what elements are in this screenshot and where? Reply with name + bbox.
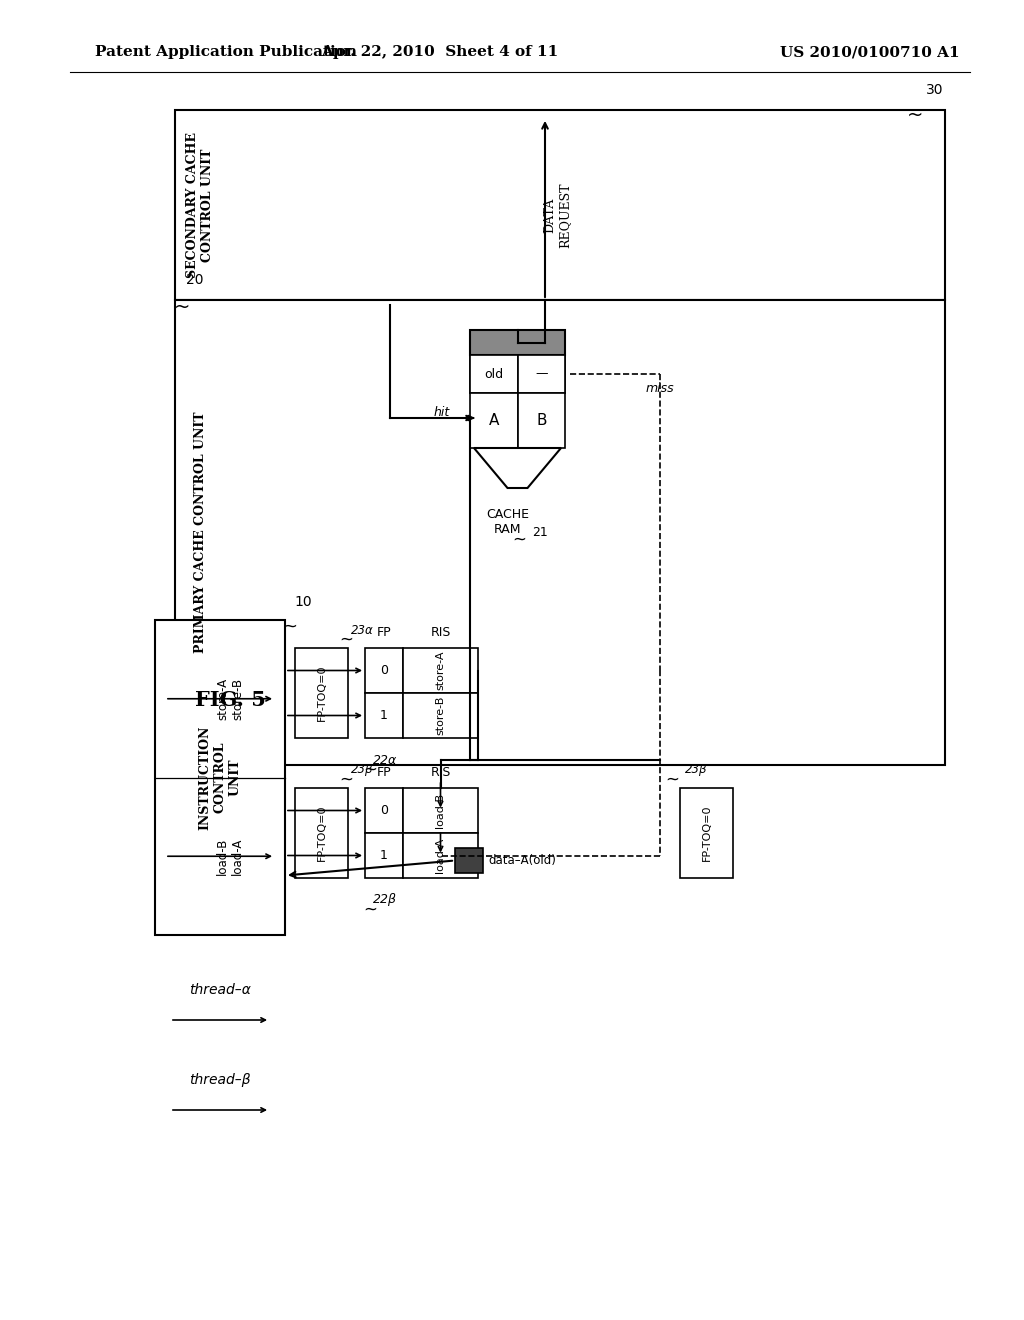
Text: 23α: 23α: [351, 623, 374, 636]
Text: ~: ~: [283, 618, 298, 636]
Bar: [295, 788, 348, 878]
Text: INSTRUCTION
CONTROL
UNIT: INSTRUCTION CONTROL UNIT: [199, 725, 242, 830]
Text: FP: FP: [377, 767, 391, 780]
Text: store-A
store-B: store-A store-B: [216, 677, 244, 719]
Bar: [403, 693, 478, 738]
Text: Patent Application Publication: Patent Application Publication: [95, 45, 357, 59]
Text: 0: 0: [380, 804, 388, 817]
Text: hit: hit: [434, 407, 451, 420]
Text: A: A: [488, 413, 499, 428]
Text: FIG. 5: FIG. 5: [195, 690, 266, 710]
Text: 21: 21: [532, 527, 548, 540]
Text: RIS: RIS: [430, 627, 451, 639]
Text: PRIMARY CACHE CONTROL UNIT: PRIMARY CACHE CONTROL UNIT: [194, 412, 207, 653]
Text: data–A(old): data–A(old): [488, 854, 556, 867]
Text: load-A: load-A: [435, 838, 445, 873]
Text: FP: FP: [377, 627, 391, 639]
Bar: [517, 393, 565, 447]
Bar: [365, 833, 403, 878]
Text: 23β: 23β: [351, 763, 374, 776]
Bar: [455, 847, 483, 873]
Text: —: —: [535, 367, 548, 380]
Text: CACHE
RAM: CACHE RAM: [486, 508, 529, 536]
Text: SECONDARY CACHE
CONTROL UNIT: SECONDARY CACHE CONTROL UNIT: [186, 132, 214, 279]
Bar: [403, 833, 478, 878]
Bar: [365, 648, 403, 693]
Text: thread–β: thread–β: [189, 1073, 251, 1086]
Text: FP-TOQ=0: FP-TOQ=0: [316, 805, 327, 861]
Text: thread–α: thread–α: [189, 983, 251, 997]
Bar: [175, 300, 945, 766]
Text: miss: miss: [646, 383, 675, 396]
Text: RIS: RIS: [430, 767, 451, 780]
Bar: [403, 648, 478, 693]
Text: 23β: 23β: [685, 763, 708, 776]
Text: old: old: [484, 367, 504, 380]
Bar: [680, 788, 733, 878]
Text: FP-TOQ=0: FP-TOQ=0: [316, 665, 327, 721]
Text: 1: 1: [380, 709, 388, 722]
Text: 22α: 22α: [373, 754, 397, 767]
Text: ~: ~: [907, 106, 924, 124]
Text: ~: ~: [512, 531, 526, 549]
Bar: [155, 620, 285, 935]
Text: ~: ~: [362, 762, 377, 779]
Bar: [470, 355, 517, 393]
Bar: [470, 393, 517, 447]
Text: load-B
load-A: load-B load-A: [216, 838, 244, 875]
Text: ~: ~: [174, 297, 190, 317]
Text: 10: 10: [294, 595, 312, 609]
Bar: [403, 788, 478, 833]
Text: 22β: 22β: [373, 894, 397, 907]
Text: 30: 30: [927, 83, 944, 96]
Bar: [365, 693, 403, 738]
Text: ~: ~: [339, 771, 353, 789]
Bar: [365, 788, 403, 833]
Bar: [470, 355, 565, 393]
Bar: [295, 648, 348, 738]
Text: ~: ~: [362, 902, 377, 919]
Text: 1: 1: [380, 849, 388, 862]
Text: 20: 20: [186, 273, 204, 286]
Text: FP-TOQ=0: FP-TOQ=0: [701, 805, 712, 861]
Text: ~: ~: [339, 631, 353, 649]
Bar: [470, 330, 565, 355]
Bar: [175, 110, 945, 300]
Bar: [517, 355, 565, 393]
Text: 0: 0: [380, 664, 388, 677]
Text: store-B: store-B: [435, 696, 445, 735]
Text: DATA
REQUEST: DATA REQUEST: [543, 182, 571, 248]
Text: load-B: load-B: [435, 793, 445, 828]
Text: B: B: [536, 413, 547, 428]
Text: Apr. 22, 2010  Sheet 4 of 11: Apr. 22, 2010 Sheet 4 of 11: [322, 45, 559, 59]
Text: US 2010/0100710 A1: US 2010/0100710 A1: [780, 45, 959, 59]
Text: ~: ~: [665, 771, 679, 789]
Text: store-A: store-A: [435, 651, 445, 690]
